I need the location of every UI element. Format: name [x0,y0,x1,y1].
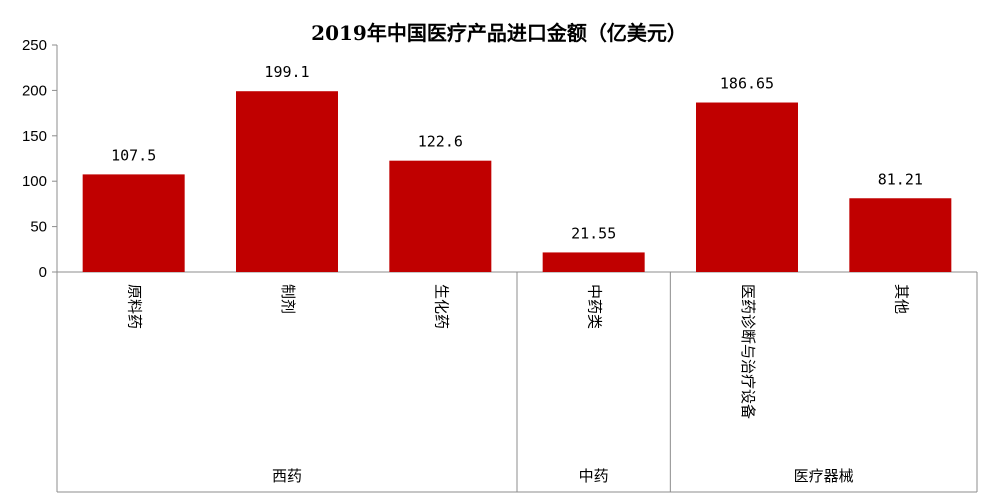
category-labels: 原料药 制剂 生化药 中药类 医药诊断与治疗设备 其他 [126,284,911,419]
category-label: 医药诊断与治疗设备 [739,284,757,419]
y-tick-label: 150 [22,128,47,145]
data-label: 186.65 [720,75,774,93]
chart-title: 2019年中国医疗产品进口金额（亿美元） [311,21,687,45]
bar [849,198,952,272]
bar [236,91,338,273]
data-label: 107.5 [111,146,156,164]
category-label: 其他 [892,284,910,314]
bar [696,102,798,273]
y-tick-label: 250 [22,37,47,54]
category-label: 生化药 [432,284,450,329]
category-label: 原料药 [126,284,144,329]
axes: 0 50 100 150 200 250 [22,37,978,493]
group-label: 医疗器械 [794,467,854,485]
data-label: 21.55 [571,224,616,242]
data-label: 81.21 [878,170,923,188]
bar [82,174,185,272]
y-tick-label: 0 [39,264,47,281]
group-label: 中药 [579,467,609,485]
y-tick-label: 100 [22,173,47,190]
group-label: 西药 [272,467,302,485]
data-label: 122.6 [418,133,463,151]
y-tick-label: 50 [30,219,47,236]
category-label: 中药类 [586,284,604,329]
data-labels: 107.5 199.1 122.6 21.55 186.65 81.21 [111,63,923,242]
group-labels: 西药 中药 医疗器械 [272,467,854,485]
bar [389,160,492,272]
bar [542,252,645,272]
category-label: 制剂 [279,284,297,314]
y-tick-label: 200 [22,82,47,99]
data-label: 199.1 [264,63,309,81]
bars [82,91,952,273]
